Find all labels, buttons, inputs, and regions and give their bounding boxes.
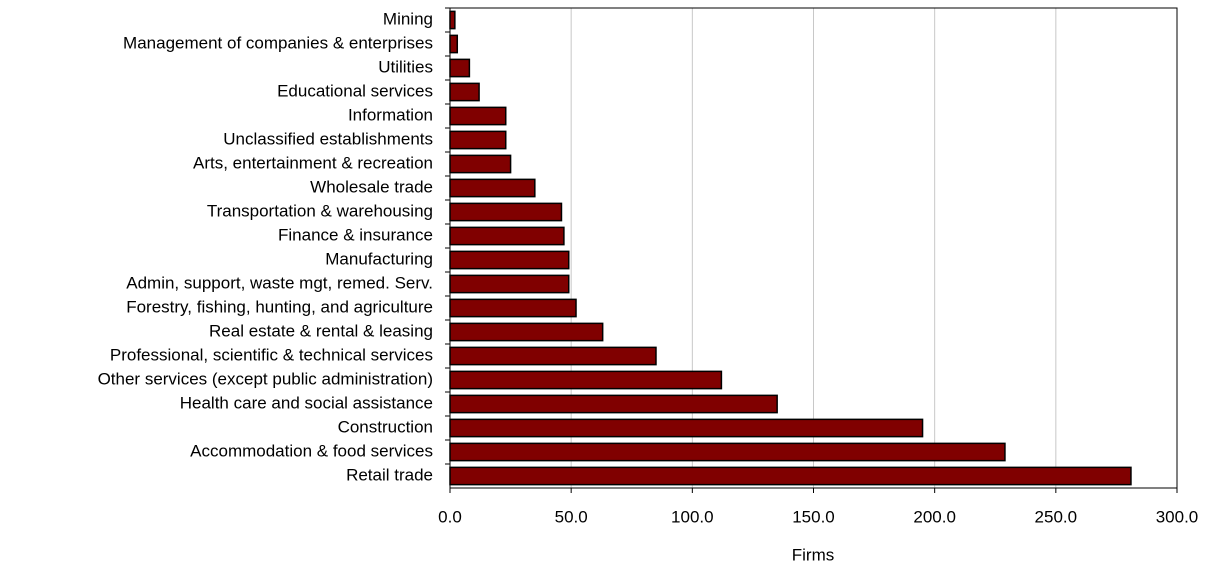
y-tick-label: Retail trade: [346, 465, 433, 484]
y-tick-label: Management of companies & enterprises: [123, 33, 433, 52]
y-tick-label: Forestry, fishing, hunting, and agricult…: [126, 297, 433, 316]
x-tick-label: 200.0: [913, 507, 956, 526]
bar: [449, 106, 507, 126]
y-tick-label: Transportation & warehousing: [207, 201, 433, 220]
bar: [449, 274, 570, 294]
bar: [449, 130, 507, 150]
x-axis-label: Firms: [792, 545, 834, 564]
x-tick-label: 150.0: [792, 507, 835, 526]
y-tick-label: Wholesale trade: [310, 177, 433, 196]
x-tick-label: 300.0: [1156, 507, 1199, 526]
bar: [449, 10, 456, 30]
bar: [449, 178, 536, 198]
x-tick-label: 100.0: [671, 507, 714, 526]
bar: [449, 418, 924, 438]
bar: [449, 82, 480, 102]
y-tick-label: Arts, entertainment & recreation: [193, 153, 433, 172]
y-tick-label: Other services (except public administra…: [98, 369, 433, 388]
bar: [449, 394, 778, 414]
y-tick-label: Unclassified establishments: [223, 129, 433, 148]
bar: [449, 34, 459, 54]
x-tick-label: 0.0: [438, 507, 462, 526]
y-tick-label: Accommodation & food services: [190, 441, 433, 460]
y-tick-label: Professional, scientific & technical ser…: [110, 345, 433, 364]
y-tick-label: Information: [348, 105, 433, 124]
y-tick-label: Admin, support, waste mgt, remed. Serv.: [126, 273, 433, 292]
bar: [449, 322, 604, 342]
y-tick-label: Health care and social assistance: [180, 393, 433, 412]
y-tick-label: Manufacturing: [325, 249, 433, 268]
y-tick-label: Educational services: [277, 81, 433, 100]
bar: [449, 466, 1132, 486]
y-tick-label: Finance & insurance: [278, 225, 433, 244]
y-tick-label: Real estate & rental & leasing: [209, 321, 433, 340]
y-tick-label: Construction: [338, 417, 433, 436]
bar: [449, 298, 577, 318]
bar: [449, 442, 1006, 462]
bar: [449, 154, 512, 174]
bar: [449, 346, 657, 366]
bar: [449, 226, 565, 246]
y-tick-label: Mining: [383, 9, 433, 28]
bar: [449, 58, 471, 78]
x-tick-label: 50.0: [555, 507, 588, 526]
x-tick-label: 250.0: [1035, 507, 1078, 526]
bar: [449, 250, 570, 270]
bar: [449, 202, 563, 222]
bar: [449, 370, 723, 390]
y-tick-label: Utilities: [378, 57, 433, 76]
